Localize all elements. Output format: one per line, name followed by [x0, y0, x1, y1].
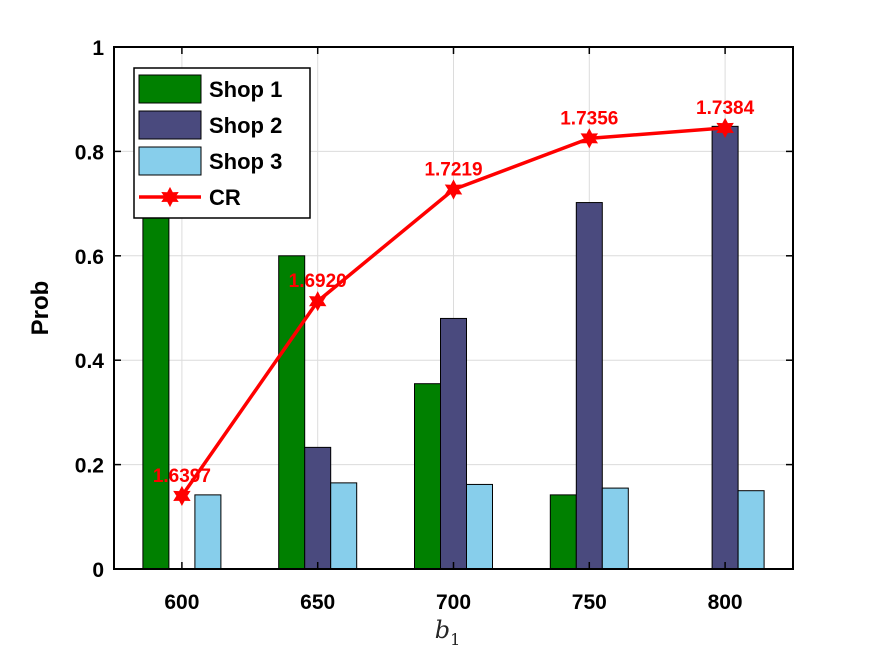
y-tick-label: 0.2 [75, 455, 104, 478]
bar-shop-3 [466, 483, 493, 570]
x-axis-label-main: b [435, 616, 450, 644]
bars [142, 125, 765, 570]
legend-swatch [138, 146, 202, 176]
bar-shop-1 [142, 192, 170, 570]
cr-data-label: 1.6397 [153, 466, 211, 487]
bar-shop-3 [330, 482, 358, 570]
y-axis-label: Prob [27, 281, 54, 336]
cr-line-series: 1.6397 1.6920 1.7219 1.7356 1.7384 [153, 98, 755, 506]
legend-label: Shop 3 [209, 149, 282, 174]
legend-label: Shop 1 [209, 77, 282, 102]
x-tick-label: 600 [164, 591, 199, 614]
x-tick-label: 700 [436, 591, 471, 614]
cr-marker [308, 291, 327, 312]
bar-shop-2 [304, 446, 332, 570]
y-tick-label: 0.4 [75, 350, 105, 373]
cr-data-label: 1.6920 [289, 271, 347, 292]
bar-shop-1 [278, 255, 306, 570]
legend: Shop 1 Shop 2 Shop 3 CR [133, 67, 311, 219]
cr-data-label: 1.7384 [696, 98, 755, 119]
bar-shop-3 [194, 494, 222, 570]
ticks: 0 0.2 0.4 0.6 0.8 1 600 650 700 750 800 [75, 37, 793, 614]
x-axis-label-subscript: 1 [450, 630, 460, 649]
x-tick-label: 650 [300, 591, 335, 614]
x-tick-label: 800 [708, 591, 743, 614]
cr-marker [716, 117, 734, 138]
bar-shop-2 [440, 317, 467, 570]
legend-label: CR [209, 185, 241, 210]
legend-label: Shop 2 [209, 113, 282, 138]
cr-marker [444, 179, 463, 200]
y-tick-label: 0.8 [75, 141, 105, 164]
bar-shop-2 [711, 125, 739, 570]
legend-marker [161, 186, 179, 208]
bar-shop-1 [414, 383, 441, 570]
bar-shop-3 [601, 487, 629, 570]
cr-marker [173, 485, 191, 506]
cr-data-label: 1.7356 [560, 108, 618, 129]
x-tick-label: 750 [572, 591, 607, 614]
x-axis-label: b1 [435, 616, 461, 649]
bar-shop-2 [575, 202, 603, 570]
cr-data-label: 1.7219 [424, 160, 482, 181]
bar-shop-3 [737, 490, 765, 570]
cr-marker [580, 128, 599, 149]
y-tick-label: 0 [92, 559, 104, 582]
legend-swatch [138, 110, 202, 140]
y-tick-label: 0.6 [75, 246, 104, 269]
legend-swatch [138, 74, 202, 104]
y-tick-label: 1 [92, 37, 104, 60]
bar-shop-1 [549, 494, 577, 570]
